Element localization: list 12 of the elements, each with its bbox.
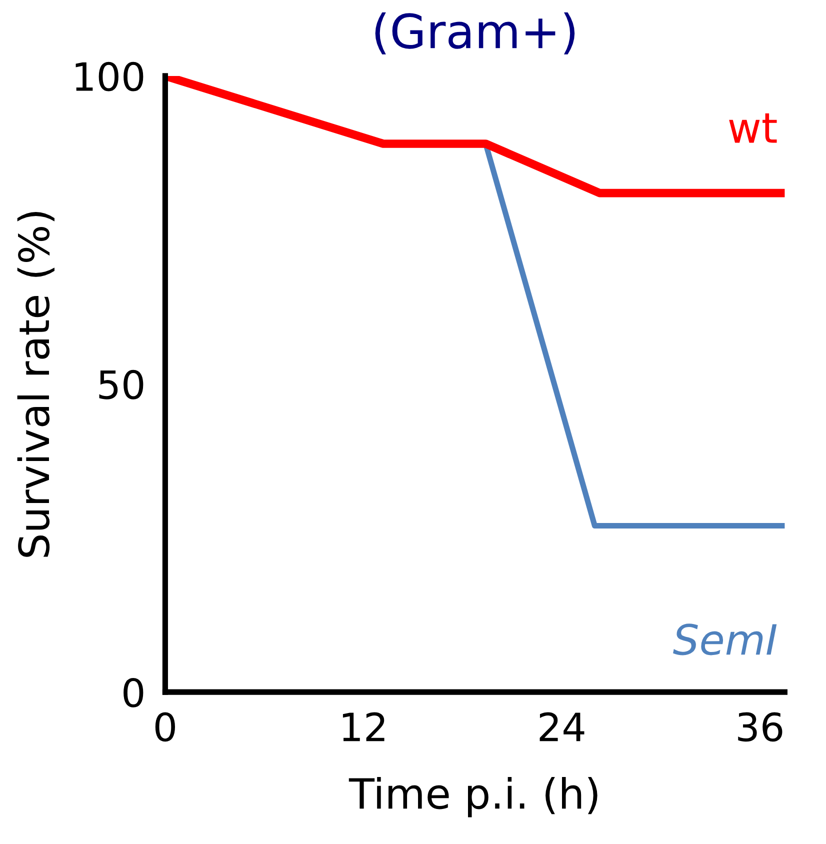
x-tick-label: 0 (155, 712, 175, 742)
y-tick-label: 0 (124, 678, 144, 708)
y-axis-title: Survival rate (%) (17, 212, 54, 557)
x-tick-label: 24 (540, 712, 584, 742)
series-label: wt (729, 113, 777, 143)
x-axis-title: Time p.i. (h) (348, 776, 598, 818)
x-tick-label: 12 (342, 712, 384, 742)
x-tick-label: 36 (738, 712, 782, 742)
chart-title: (Gram+) (375, 12, 575, 54)
y-tick-label: 100 (76, 62, 144, 92)
text: SemI (673, 624, 777, 656)
y-tick-label: 50 (99, 370, 144, 400)
